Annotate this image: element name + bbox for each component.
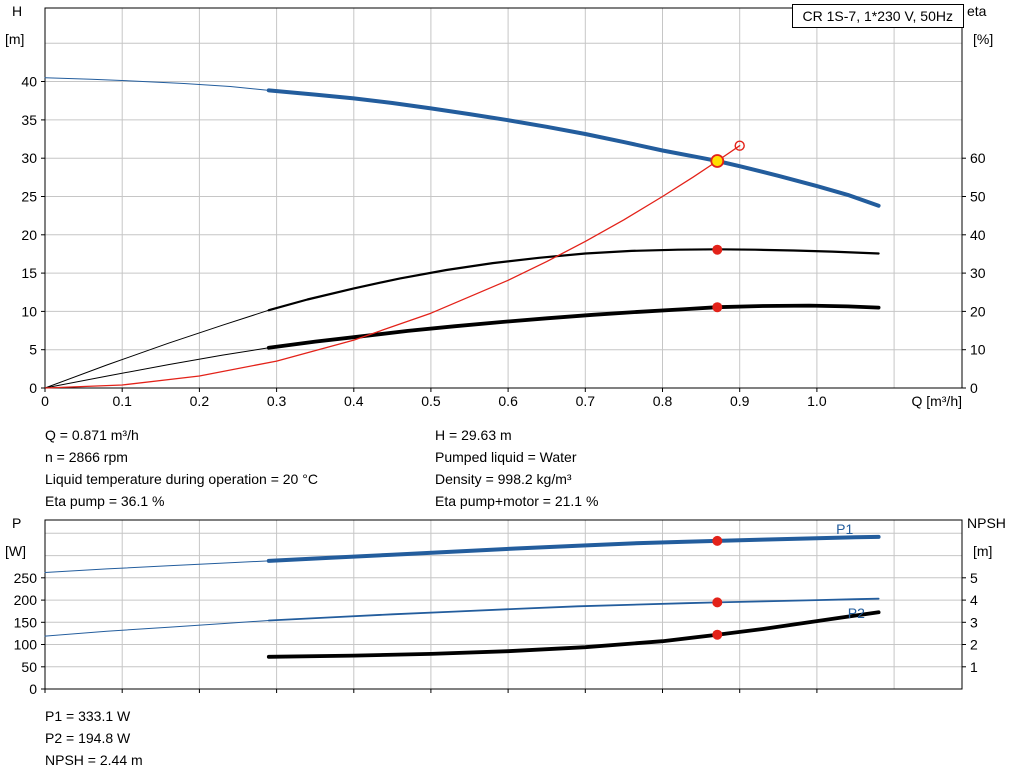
svg-text:0: 0 [29,380,37,396]
svg-text:P1: P1 [836,521,853,537]
info-line-p1: P1 = 333.1 W [45,708,131,724]
svg-text:0.2: 0.2 [190,393,210,409]
svg-text:Q [m³/h]: Q [m³/h] [911,393,962,409]
svg-text:0.1: 0.1 [112,393,132,409]
svg-text:0: 0 [970,380,978,396]
svg-text:0.4: 0.4 [344,393,364,409]
svg-text:[%]: [%] [973,31,993,47]
duty-point-npsh [712,629,723,640]
svg-text:0: 0 [41,393,49,409]
svg-text:0.3: 0.3 [267,393,287,409]
svg-text:250: 250 [14,570,38,586]
head-curve-extension [44,77,270,91]
npsh-curve [266,610,881,659]
svg-text:eta: eta [967,3,987,19]
duty-info-right: H = 29.63 m Pumped liquid = Water Densit… [435,424,598,512]
svg-text:3: 3 [970,614,978,630]
p1-extension [44,560,270,573]
svg-text:0.6: 0.6 [498,393,518,409]
svg-text:4: 4 [970,592,978,608]
svg-text:P: P [12,515,21,531]
duty-info-left: Q = 0.871 m³/h n = 2866 rpm Liquid tempe… [45,424,318,512]
svg-text:20: 20 [21,227,37,243]
info-line-density: Density = 998.2 kg/m³ [435,471,572,487]
svg-text:10: 10 [970,342,986,358]
svg-text:40: 40 [970,227,986,243]
svg-text:[W]: [W] [5,543,26,559]
power-info: P1 = 333.1 W P2 = 194.8 W NPSH = 2.44 m [45,705,143,771]
svg-text:5: 5 [29,342,37,358]
svg-text:50: 50 [21,659,37,675]
eta-pump-curve [267,248,880,312]
svg-text:1.0: 1.0 [807,393,827,409]
svg-text:0.8: 0.8 [653,393,673,409]
duty-point-p1 [712,535,723,546]
svg-text:15: 15 [21,265,37,281]
eta-pump-motor-curve [266,303,881,350]
info-line-npsh: NPSH = 2.44 m [45,752,143,768]
svg-text:30: 30 [970,265,986,281]
system-curve [44,145,741,389]
svg-text:0: 0 [29,681,37,697]
info-line-eta-pump: Eta pump = 36.1 % [45,493,165,509]
system-curve-end [734,140,745,151]
svg-text:0.9: 0.9 [730,393,750,409]
duty-point-eta-pump [712,244,723,255]
svg-text:40: 40 [21,74,37,90]
svg-text:1: 1 [970,659,978,675]
eta-pump-extension [44,309,270,389]
p2-curve [267,597,880,622]
eta-pump-motor-extension [44,347,270,389]
svg-text:H: H [12,3,22,19]
hq-eta-chart[interactable]: 0 0.1 0.2 0.3 0.4 0.5 0.6 0.7 0.8 0.9 1.0 0 5 10 15 20 2… [0,0,1024,420]
pump-model-label: CR 1S-7, 1*230 V, 50Hz [791,4,964,28]
info-line-head: H = 29.63 m [435,427,512,443]
power-npsh-chart[interactable]: 0 50 100 150 200 250 1 2 3 4 5 P1 P2 P [W] NPSH [m] [0,512,1024,707]
info-line-speed: n = 2866 rpm [45,449,128,465]
svg-text:60: 60 [970,150,986,166]
info-line-liquid: Pumped liquid = Water [435,449,577,465]
svg-text:50: 50 [970,188,986,204]
svg-text:150: 150 [14,614,38,630]
info-line-eta-pump-motor: Eta pump+motor = 21.1 % [435,493,599,509]
svg-text:100: 100 [14,637,38,653]
svg-text:200: 200 [14,592,38,608]
svg-text:NPSH: NPSH [967,515,1006,531]
svg-text:[m]: [m] [973,543,992,559]
duty-point-eta-pump-motor [712,302,723,313]
duty-point-head [710,154,725,168]
info-line-p2: P2 = 194.8 W [45,730,131,746]
head-curve [266,88,881,208]
svg-text:25: 25 [21,188,37,204]
svg-text:0.5: 0.5 [421,393,441,409]
svg-text:0.7: 0.7 [576,393,596,409]
svg-text:35: 35 [21,112,37,128]
info-line-flow: Q = 0.871 m³/h [45,427,139,443]
duty-point-p2 [712,597,723,608]
svg-text:P2: P2 [848,605,865,621]
svg-text:20: 20 [970,303,986,319]
p1-curve [266,534,881,563]
svg-text:[m]: [m] [5,31,24,47]
svg-text:2: 2 [970,637,978,653]
p2-extension [44,620,270,637]
svg-text:10: 10 [21,303,37,319]
svg-text:30: 30 [21,150,37,166]
info-line-temperature: Liquid temperature during operation = 20… [45,471,318,487]
svg-text:5: 5 [970,570,978,586]
